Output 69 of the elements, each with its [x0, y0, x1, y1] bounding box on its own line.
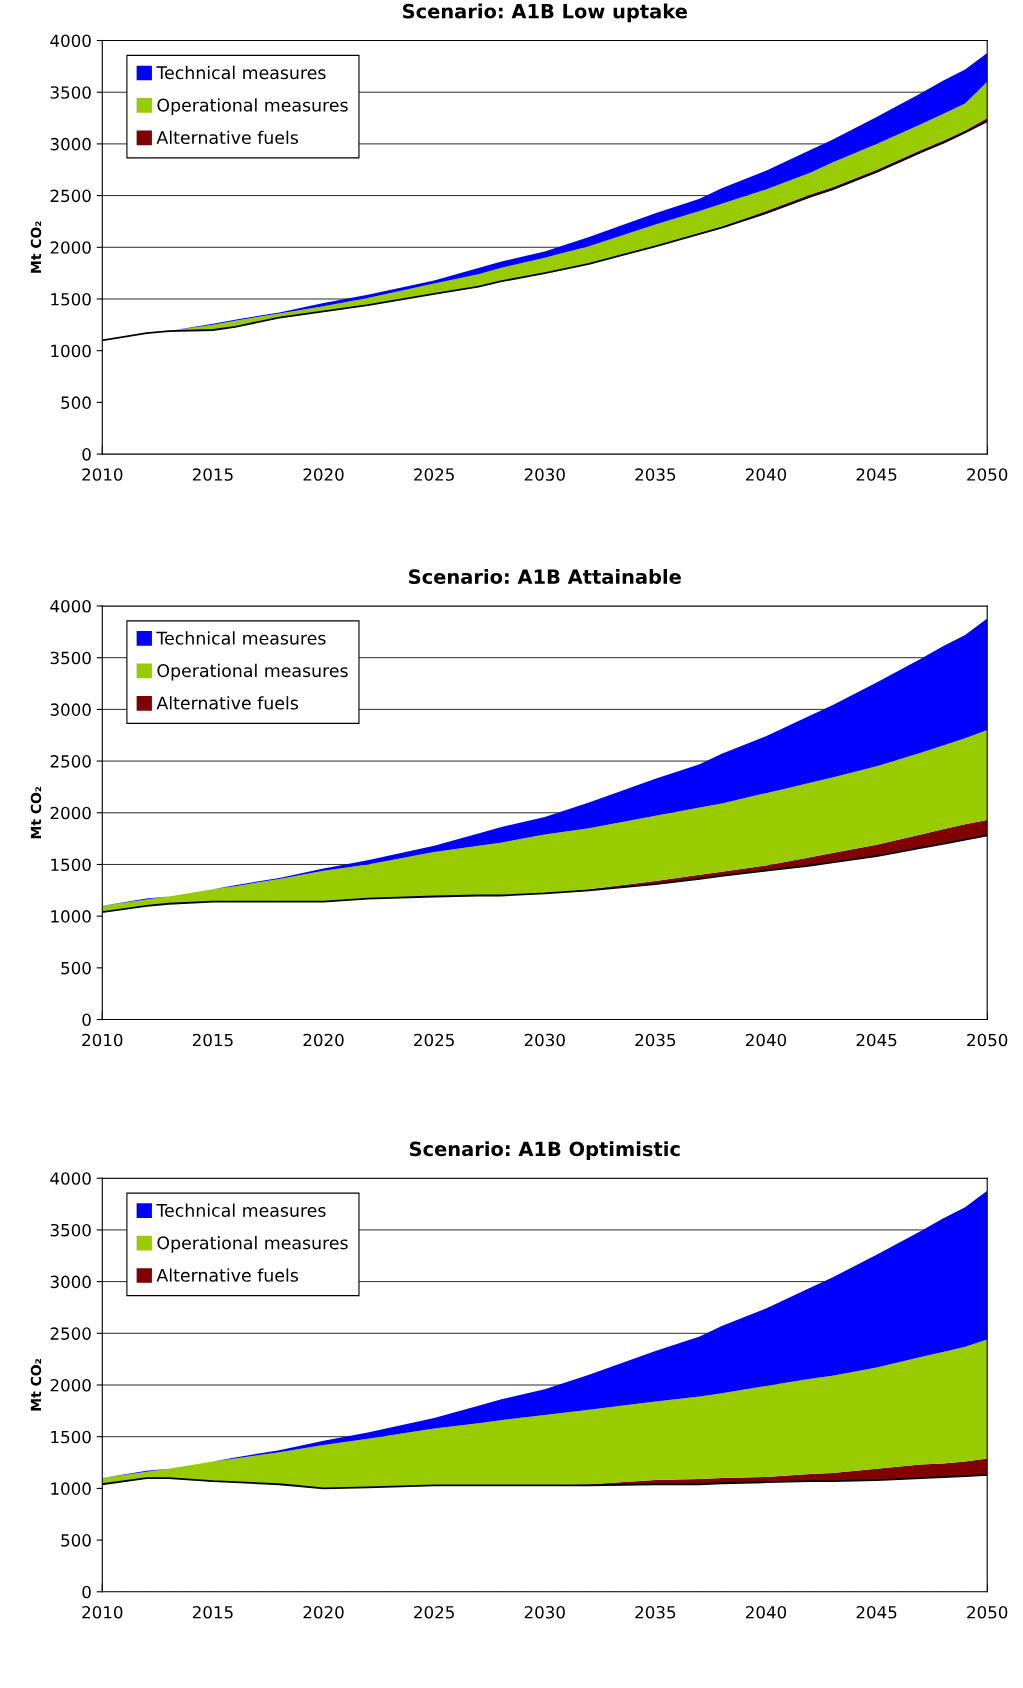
x-tick-label: 2035 — [635, 468, 676, 481]
x-tick-label: 2010 — [82, 1605, 123, 1619]
x-tick-label: 2050 — [967, 1605, 1008, 1619]
y-axis-title: Mt CO₂ — [30, 786, 42, 839]
y-tick-label: 0 — [82, 448, 91, 461]
y-tick-label: 0 — [82, 1013, 91, 1027]
y-tick-label: 3000 — [50, 137, 91, 151]
legend-label: Operational measures — [157, 1235, 348, 1253]
y-axis-title: Mt CO₂ — [30, 221, 42, 273]
x-tick-label: 2045 — [856, 468, 897, 481]
y-tick-label: 3000 — [50, 1275, 91, 1289]
x-tick-label: 2015 — [192, 468, 233, 481]
x-tick-label: 2010 — [82, 1033, 123, 1047]
y-tick-label: 500 — [61, 396, 91, 409]
y-tick-label: 3500 — [50, 1223, 91, 1237]
y-tick-label: 3500 — [50, 651, 91, 665]
y-tick-label: 2000 — [50, 806, 91, 820]
x-tick-label: 2040 — [745, 1605, 787, 1619]
x-tick-label: 2030 — [524, 1033, 565, 1047]
y-tick-label: 500 — [61, 1534, 91, 1547]
x-tick-label: 2010 — [82, 468, 123, 481]
y-tick-label: 4000 — [50, 599, 91, 613]
y-tick-label: 2000 — [50, 241, 91, 254]
y-tick-label: 4000 — [50, 34, 91, 48]
legend-label: Technical measures — [156, 1203, 326, 1217]
y-tick-label: 2000 — [50, 1378, 91, 1392]
x-tick-label: 2045 — [856, 1033, 897, 1047]
legend-label: Technical measures — [156, 65, 326, 80]
x-tick-label: 2030 — [524, 468, 565, 481]
chart-title: Scenario: A1B Optimistic — [409, 1141, 680, 1161]
x-tick-label: 2040 — [745, 1033, 787, 1047]
y-tick-label: 3000 — [50, 703, 91, 716]
legend-label: Technical measures — [156, 631, 326, 645]
legend-label: Operational measures — [157, 98, 348, 116]
x-tick-label: 2020 — [303, 1605, 344, 1619]
x-tick-label: 2025 — [414, 468, 454, 481]
x-tick-label: 2030 — [524, 1605, 565, 1619]
x-tick-label: 2015 — [192, 1605, 233, 1619]
y-tick-label: 500 — [61, 961, 91, 975]
y-tick-label: 1000 — [51, 344, 91, 358]
x-tick-label: 2025 — [414, 1605, 454, 1619]
legend-label: Alternative fuels — [156, 696, 299, 710]
y-tick-label: 1500 — [51, 1430, 91, 1444]
x-tick-label: 2035 — [635, 1605, 676, 1619]
x-tick-label: 2050 — [967, 468, 1008, 481]
y-tick-label: 1500 — [51, 858, 91, 872]
x-tick-label: 2045 — [856, 1605, 897, 1619]
y-tick-label: 4000 — [50, 1172, 91, 1185]
x-tick-label: 2050 — [967, 1033, 1008, 1047]
y-tick-label: 0 — [82, 1585, 91, 1599]
chart-title: Scenario: A1B Attainable — [409, 569, 681, 585]
y-tick-label: 1000 — [51, 910, 91, 923]
legend-label: Operational measures — [157, 663, 348, 681]
x-tick-label: 2020 — [303, 468, 344, 481]
y-tick-label: 2500 — [50, 189, 91, 203]
x-tick-label: 2035 — [635, 1033, 676, 1047]
x-tick-label: 2015 — [192, 1033, 233, 1047]
x-tick-label: 2020 — [303, 1033, 344, 1047]
legend-label: Alternative fuels — [156, 130, 299, 145]
legend-label: Alternative fuels — [156, 1268, 299, 1282]
x-tick-label: 2025 — [414, 1033, 454, 1047]
x-tick-label: 2040 — [745, 468, 787, 481]
y-tick-label: 1500 — [51, 292, 91, 306]
y-tick-label: 1000 — [51, 1482, 91, 1495]
y-tick-label: 2500 — [50, 755, 91, 768]
chart-title: Scenario: A1B Low uptake — [403, 3, 687, 23]
y-axis-title: Mt CO₂ — [30, 1359, 42, 1411]
y-tick-label: 2500 — [50, 1327, 91, 1340]
y-tick-label: 3500 — [50, 86, 91, 99]
